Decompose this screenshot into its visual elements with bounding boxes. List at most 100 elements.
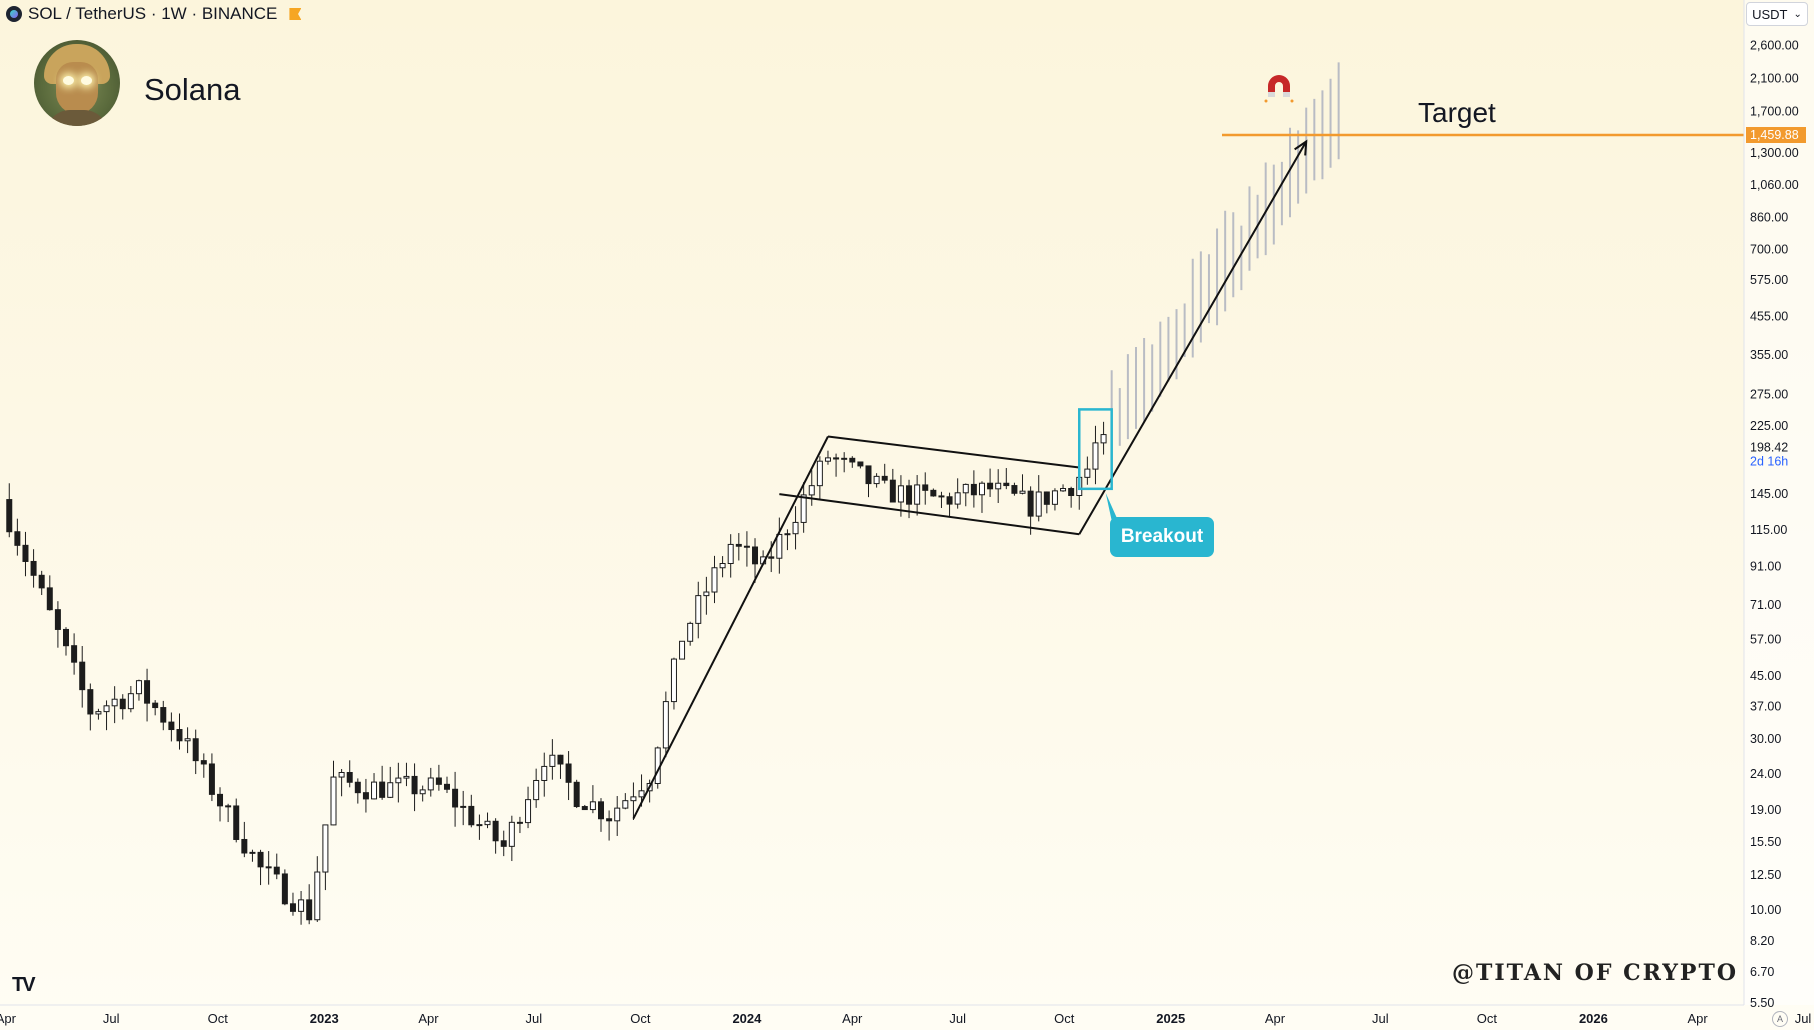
time-tick-label: Jul — [103, 1011, 120, 1026]
candle — [127, 693, 134, 710]
candle — [930, 489, 937, 497]
candle — [1011, 485, 1018, 494]
candle — [484, 820, 491, 826]
price-tick-label: 15.50 — [1750, 835, 1781, 849]
current-price-label: 198.42 — [1750, 440, 1788, 454]
price-tick-label: 91.00 — [1750, 560, 1781, 574]
flag-lower-line — [779, 493, 1080, 536]
breakout-label[interactable]: Breakout — [1110, 517, 1214, 557]
candle — [1084, 468, 1091, 478]
candle — [808, 485, 815, 496]
sol-coin-icon — [6, 6, 22, 22]
candle — [460, 805, 467, 808]
candle — [257, 851, 264, 868]
candle — [727, 543, 734, 565]
time-tick-label: Oct — [630, 1011, 651, 1026]
price-tick-label: 225.00 — [1750, 419, 1788, 433]
candle — [371, 781, 378, 800]
candle — [962, 483, 969, 494]
candle — [687, 622, 694, 642]
candle — [265, 866, 272, 869]
time-tick-label: Oct — [208, 1011, 229, 1026]
candle — [281, 873, 288, 905]
price-tick-label: 1,700.00 — [1750, 104, 1799, 118]
candle — [946, 496, 953, 505]
price-tick-label: 30.00 — [1750, 732, 1781, 746]
candle — [541, 765, 548, 781]
candle — [833, 457, 840, 460]
candle — [14, 531, 21, 546]
candle — [622, 800, 629, 809]
candle — [38, 574, 45, 589]
time-tick-label: Apr — [418, 1011, 439, 1026]
candle — [889, 479, 896, 503]
candle — [549, 754, 556, 767]
candle — [703, 591, 710, 597]
candle — [111, 698, 118, 707]
candle — [606, 818, 613, 822]
time-tick-label: Oct — [1054, 1011, 1075, 1026]
time-tick-label: 2023 — [310, 1011, 339, 1026]
candle — [289, 903, 296, 912]
candle — [135, 680, 142, 695]
price-axis-bg — [1744, 0, 1814, 1005]
tradingview-logo[interactable]: TV — [12, 974, 36, 996]
avatar — [34, 40, 120, 126]
candle — [1051, 490, 1058, 505]
candle — [435, 777, 442, 785]
candle — [362, 792, 369, 800]
candle — [354, 781, 361, 794]
price-tick-label: 1,060.00 — [1750, 178, 1799, 192]
target-label: Target — [1418, 97, 1496, 128]
candle — [1027, 490, 1034, 517]
candle — [857, 461, 864, 467]
price-tick-label: 12.50 — [1750, 868, 1781, 882]
candle — [581, 806, 588, 811]
flag-icon[interactable] — [289, 8, 302, 20]
candle — [508, 821, 515, 847]
chevron-down-icon: ⌄ — [1793, 8, 1802, 20]
candle — [249, 851, 256, 854]
candle — [565, 763, 572, 783]
candle — [22, 544, 29, 562]
currency-selector[interactable]: USDT ⌄ — [1746, 2, 1808, 26]
candle — [6, 499, 13, 533]
candle — [1092, 442, 1099, 470]
candle — [670, 658, 677, 703]
time-tick-label: Jul — [1795, 1011, 1812, 1026]
candle — [816, 460, 823, 487]
price-tick-label: 8.20 — [1750, 934, 1774, 948]
candle — [492, 820, 499, 842]
candle — [768, 556, 775, 559]
candle — [881, 475, 888, 481]
time-tick-label: Apr — [1265, 1011, 1286, 1026]
price-tick-label: 145.00 — [1750, 487, 1788, 501]
candle — [743, 545, 750, 548]
time-tick-label: Oct — [1477, 1011, 1498, 1026]
candle — [427, 777, 434, 791]
candle — [71, 645, 78, 663]
price-tick-label: 2,600.00 — [1750, 38, 1799, 52]
candle — [314, 871, 321, 921]
candle — [476, 824, 483, 827]
candle — [144, 680, 151, 704]
candle — [1019, 490, 1026, 494]
auto-scale-button[interactable]: A — [1772, 1011, 1788, 1027]
time-tick-label: Jul — [526, 1011, 543, 1026]
price-tick-label: 355.00 — [1750, 348, 1788, 362]
price-tick-label: 45.00 — [1750, 669, 1781, 683]
watermark: @TITAN OF CRYPTO — [1452, 960, 1739, 986]
price-tick-label: 57.00 — [1750, 632, 1781, 646]
time-tick-label: Apr — [842, 1011, 863, 1026]
candle — [87, 689, 94, 715]
breakout-pointer — [1105, 492, 1124, 534]
candle — [225, 805, 232, 808]
candle — [630, 796, 637, 802]
time-tick-label: Jul — [949, 1011, 966, 1026]
candle — [217, 793, 224, 807]
target-price-badge — [1746, 127, 1806, 143]
candle — [516, 821, 523, 824]
candle — [662, 701, 669, 749]
